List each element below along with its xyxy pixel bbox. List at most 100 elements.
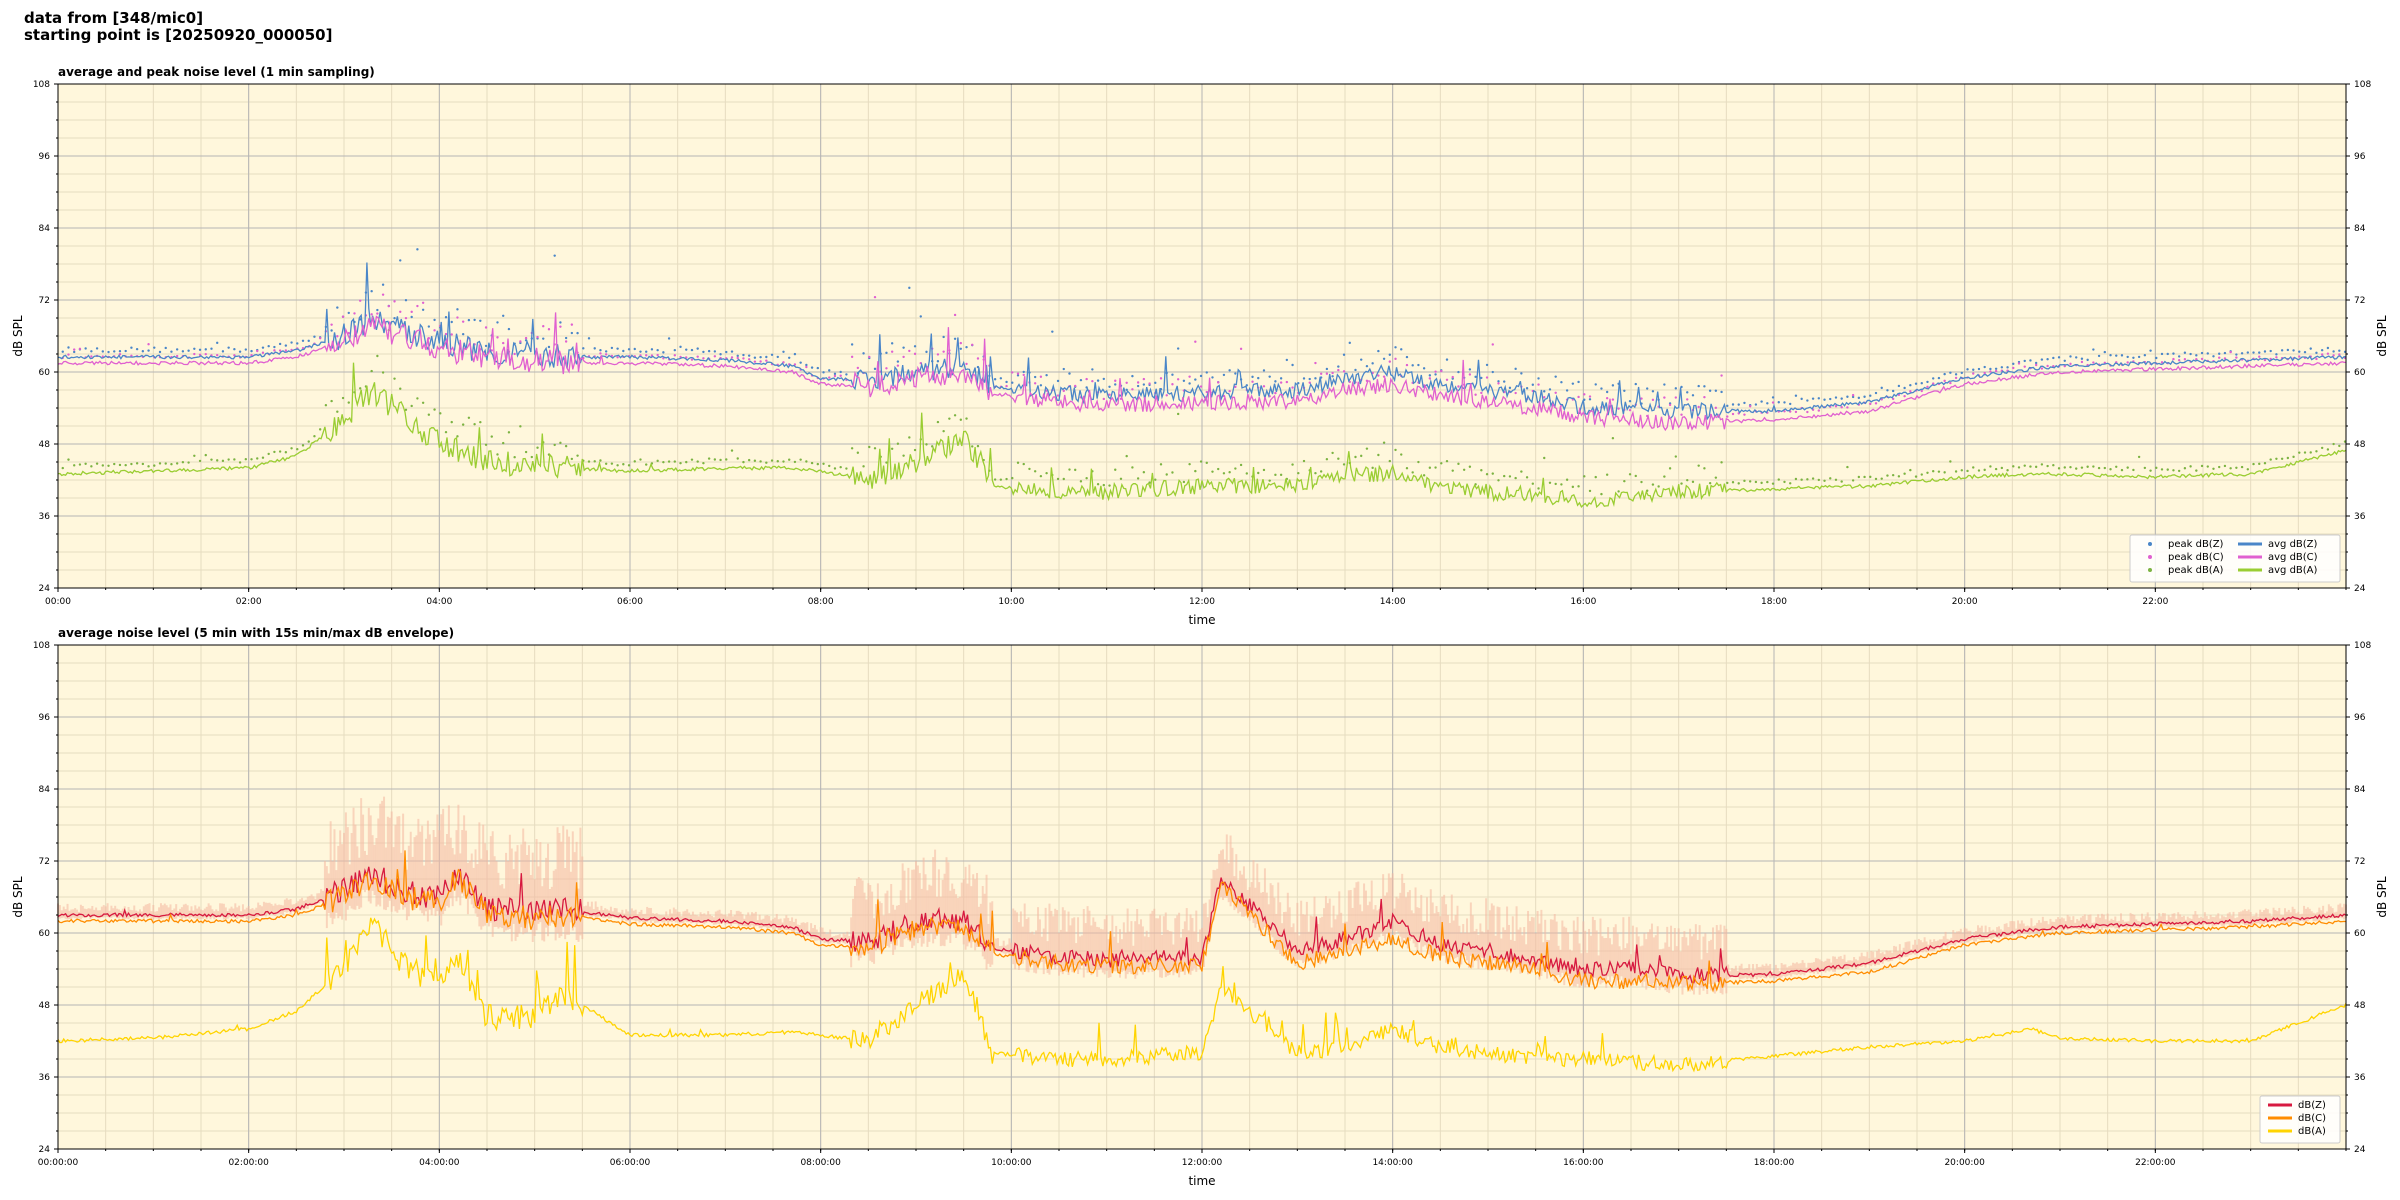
peak-point: [307, 440, 310, 443]
peak-point: [679, 345, 682, 349]
series-line-avgdba: [57, 362, 2347, 509]
peak-point: [1325, 367, 1329, 371]
peak-point: [330, 329, 333, 332]
peak-point: [107, 464, 110, 468]
peak-point: [393, 300, 396, 303]
peak-point: [1371, 466, 1374, 470]
peak-point: [1794, 477, 1798, 481]
peak-point: [622, 349, 625, 353]
peak-point: [1468, 373, 1472, 376]
peak-point: [850, 355, 854, 359]
y-tick-label-right: 96: [2354, 713, 2366, 723]
peak-point: [1228, 471, 1231, 474]
peak-point: [1319, 372, 1323, 376]
peak-point: [1382, 441, 1386, 444]
x-tick-label: 02:00: [236, 597, 262, 607]
peak-point: [2000, 366, 2004, 369]
peak-point: [2160, 352, 2164, 356]
peak-point: [713, 458, 717, 461]
peak-point: [2006, 469, 2009, 472]
peak-point: [233, 458, 236, 461]
series-line-dba: [57, 917, 2347, 1073]
peak-point: [2097, 354, 2101, 358]
peak-point: [2155, 356, 2158, 360]
peak-point: [593, 347, 596, 350]
peak-point: [1789, 402, 1792, 406]
peak-point: [158, 462, 162, 465]
peak-point: [227, 346, 230, 349]
peak-point: [702, 461, 705, 465]
peak-point: [976, 444, 980, 448]
peak-point: [216, 459, 219, 462]
peak-point: [1131, 466, 1134, 469]
peak-point: [1674, 455, 1678, 458]
y-axis-label-right: dB SPL: [2375, 876, 2389, 918]
peak-point: [662, 351, 665, 354]
peak-point: [1417, 363, 1420, 367]
peak-point: [1846, 395, 1849, 398]
peak-point: [1022, 462, 1025, 466]
x-tick-label: 12:00:00: [1182, 1158, 1223, 1168]
peak-point: [1577, 380, 1580, 384]
peak-point: [2126, 361, 2129, 364]
peak-point: [645, 354, 648, 357]
peak-point: [1142, 377, 1146, 381]
peak-point: [2149, 469, 2152, 472]
peak-point: [118, 463, 122, 467]
peak-point: [1909, 390, 1912, 393]
peak-point: [1074, 468, 1077, 472]
peak-point: [2137, 455, 2141, 459]
x-tick-label: 04:00: [426, 597, 452, 607]
peak-point: [862, 352, 865, 355]
peak-point: [971, 445, 974, 448]
peak-point: [627, 464, 631, 467]
peak-point: [1354, 368, 1357, 372]
peak-point: [164, 346, 167, 350]
peak-point: [301, 444, 305, 447]
peak-point: [336, 306, 339, 309]
peak-point: [1440, 369, 1443, 373]
peak-point: [393, 377, 396, 380]
peak-point: [536, 446, 539, 449]
peak-point: [2029, 465, 2032, 468]
peak-point: [1972, 368, 1975, 371]
peak-point: [135, 347, 139, 351]
peak-point: [421, 301, 425, 304]
peak-point: [193, 352, 196, 356]
peak-point: [2229, 350, 2232, 354]
peak-point: [1217, 467, 1220, 471]
peak-point: [593, 460, 596, 463]
series-line-avgdbz: [57, 262, 2347, 421]
peak-point: [685, 348, 688, 351]
peak-point: [788, 458, 791, 461]
peak-point: [953, 313, 957, 317]
peak-point: [2189, 352, 2192, 356]
peak-point: [1491, 370, 1494, 374]
peak-point: [484, 326, 488, 329]
peak-point: [1234, 372, 1237, 375]
peak-point: [1405, 467, 1409, 470]
peak-point: [656, 353, 659, 357]
peak-point: [822, 462, 825, 466]
peak-point: [2166, 352, 2169, 356]
peak-point: [679, 461, 682, 465]
peak-point: [2269, 349, 2272, 353]
peak-point: [1525, 476, 1529, 479]
y-tick-label: 24: [39, 584, 51, 594]
peak-point: [1314, 377, 1317, 380]
peak-point: [1949, 381, 1952, 385]
peak-point: [856, 366, 860, 370]
peak-point: [902, 355, 905, 359]
peak-point: [2069, 362, 2072, 366]
peak-point: [1474, 393, 1477, 396]
peak-point: [719, 353, 722, 356]
peak-point: [2143, 466, 2147, 470]
peak-point: [1365, 364, 1369, 368]
peak-point: [1771, 396, 1775, 399]
peak-point: [2223, 351, 2227, 355]
peak-point: [1943, 379, 1946, 382]
peak-point: [2103, 466, 2107, 470]
peak-point: [1251, 375, 1254, 379]
legend-label: avg dB(Z): [2268, 539, 2318, 550]
peak-point: [1932, 382, 1935, 385]
